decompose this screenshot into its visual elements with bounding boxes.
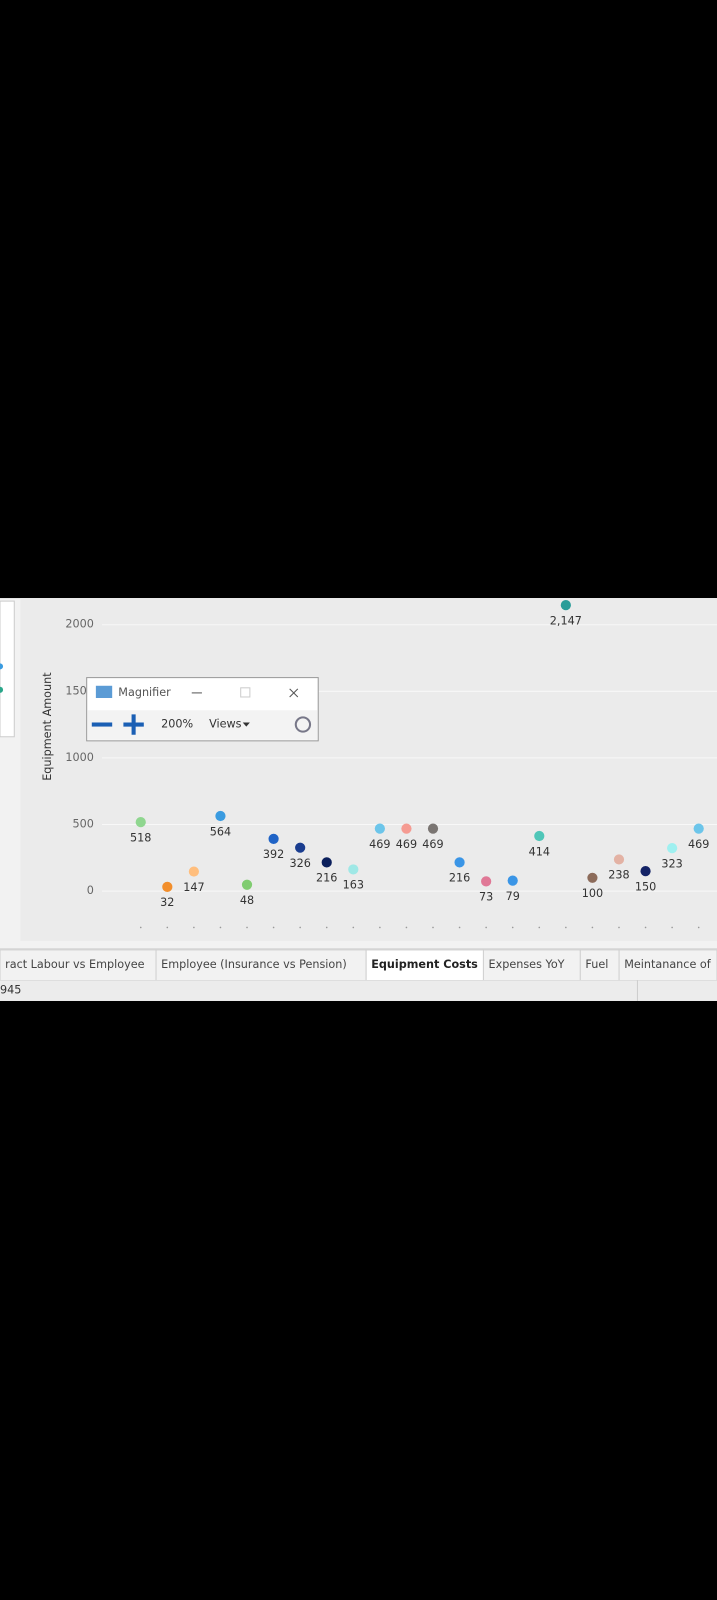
data-point (188, 866, 199, 877)
x-tick (458, 926, 461, 929)
y-axis-title: Equipment Amount (41, 672, 54, 781)
magnifier-icon (95, 685, 113, 699)
maximize-button[interactable] (240, 687, 251, 698)
data-point (162, 881, 173, 892)
status-text: 945 (0, 984, 21, 997)
y-tick-label: 2000 (65, 618, 94, 631)
x-tick (219, 926, 222, 929)
data-label: 564 (210, 825, 231, 838)
data-label: 32 (160, 896, 174, 909)
sheet-tab-label[interactable]: ract Labour vs Employee (5, 958, 145, 971)
views-button[interactable]: Views (209, 718, 242, 731)
data-label: 163 (343, 879, 364, 892)
x-tick (644, 926, 647, 929)
close-button[interactable] (289, 688, 299, 698)
data-label: 469 (422, 838, 443, 851)
zoom-level: 200% (161, 718, 193, 731)
data-point (640, 866, 651, 877)
status-bar (0, 980, 717, 1001)
data-label: 100 (582, 887, 603, 900)
side-pane (0, 600, 15, 738)
x-tick (139, 926, 142, 929)
data-label: 469 (396, 838, 417, 851)
sheet-tab-label[interactable]: Fuel (585, 958, 608, 971)
data-point (693, 823, 704, 834)
y-tick-label: 0 (87, 884, 94, 897)
x-tick (591, 926, 594, 929)
data-point (667, 842, 678, 854)
data-label: 216 (449, 872, 470, 885)
data-label: 147 (183, 881, 204, 894)
data-point (374, 823, 385, 834)
x-tick (697, 926, 700, 929)
data-point (135, 817, 146, 828)
x-tick (193, 926, 195, 929)
data-label: 469 (688, 838, 709, 851)
data-point (507, 875, 518, 886)
magnifier-toolbar (87, 710, 318, 740)
x-tick (166, 926, 169, 929)
sheet-tab-label[interactable]: Equipment Costs (371, 958, 478, 971)
settings-button[interactable] (294, 716, 312, 733)
x-tick (405, 926, 408, 929)
x-tick (565, 926, 567, 929)
data-label: 469 (369, 838, 390, 851)
sheet-tab-label[interactable]: Meintanance of (624, 958, 712, 971)
legend-dot (0, 686, 4, 693)
x-tick (272, 926, 275, 929)
data-point (454, 857, 465, 868)
x-tick (379, 926, 381, 929)
zoom-in-button[interactable] (123, 714, 144, 735)
x-tick (485, 926, 487, 929)
data-point (241, 879, 253, 890)
x-tick (671, 926, 673, 929)
data-point (560, 600, 571, 611)
magnifier-window: Magnifier 200% Views (86, 677, 319, 742)
data-label: 323 (661, 857, 682, 870)
data-point (534, 830, 545, 842)
data-point (348, 864, 359, 875)
data-label: 73 (479, 891, 493, 904)
data-label: 150 (635, 880, 656, 893)
data-label: 48 (240, 894, 254, 907)
data-point (587, 872, 598, 883)
data-label: 216 (316, 872, 337, 885)
y-tick-label: 1000 (65, 751, 94, 764)
data-point (321, 857, 332, 868)
magnifier-title: Magnifier (118, 686, 171, 699)
zoom-out-button[interactable] (91, 722, 113, 727)
data-point (401, 823, 412, 834)
data-point (427, 823, 439, 834)
data-point (295, 842, 306, 853)
data-label: 79 (506, 890, 520, 903)
data-label: 414 (529, 845, 550, 858)
x-tick (618, 926, 620, 929)
data-point (268, 833, 279, 845)
x-tick (352, 926, 355, 929)
y-tick-label: 500 (72, 818, 93, 831)
x-tick (538, 926, 541, 929)
sheet-tab[interactable] (579, 949, 620, 982)
data-label: 326 (289, 857, 310, 870)
data-label: 2,147 (550, 614, 582, 627)
chart-panel (20, 598, 717, 941)
x-tick (511, 926, 514, 929)
sheet-tab[interactable] (482, 949, 581, 982)
x-tick (325, 926, 328, 929)
sheet-tab-label[interactable]: Employee (Insurance vs Pension) (161, 958, 347, 971)
sheet-tab[interactable] (618, 949, 717, 982)
data-label: 392 (263, 848, 284, 861)
legend-dot (0, 663, 4, 670)
views-arrow (242, 722, 250, 727)
data-point (215, 810, 226, 822)
x-tick (432, 926, 434, 929)
sheet-tab-label[interactable]: Expenses YoY (489, 958, 565, 971)
x-tick (299, 926, 301, 929)
data-point (613, 854, 625, 865)
data-point (481, 876, 492, 887)
data-label: 518 (130, 831, 151, 844)
data-label: 238 (608, 869, 629, 882)
x-tick (246, 926, 248, 929)
